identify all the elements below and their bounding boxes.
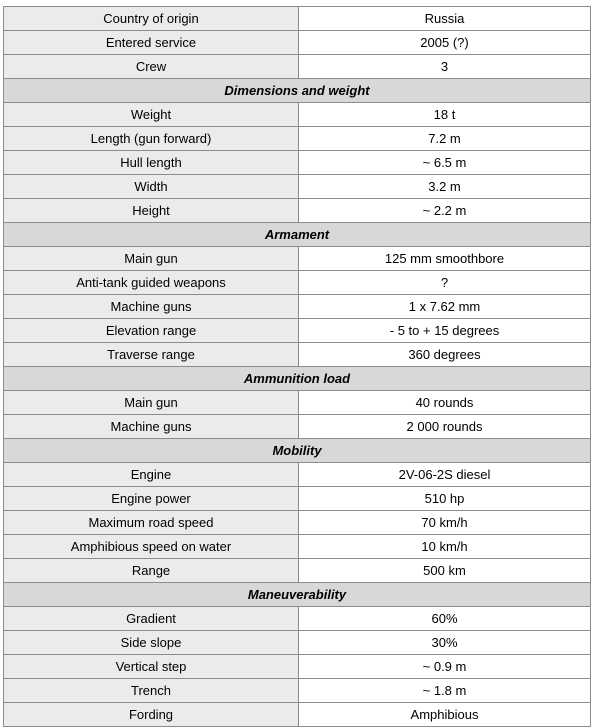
spec-label: Machine guns xyxy=(3,294,299,319)
spec-label: Country of origin xyxy=(3,6,299,31)
spec-value: ~ 0.9 m xyxy=(298,654,591,679)
spec-value: 360 degrees xyxy=(298,342,591,367)
spec-label: Vertical step xyxy=(3,654,299,679)
spec-value: 30% xyxy=(298,630,591,655)
spec-value: - 5 to + 15 degrees xyxy=(298,318,591,343)
spec-value: 2005 (?) xyxy=(298,30,591,55)
spec-label: Gradient xyxy=(3,606,299,631)
spec-row: Country of origin Russia xyxy=(3,6,591,31)
spec-label: Engine power xyxy=(3,486,299,511)
spec-value: 2 000 rounds xyxy=(298,414,591,439)
spec-row: Engine power 510 hp xyxy=(3,486,591,511)
spec-label: Amphibious speed on water xyxy=(3,534,299,559)
spec-row: Anti-tank guided weapons? xyxy=(3,270,591,295)
spec-row: Hull length ~ 6.5 m xyxy=(3,150,591,175)
spec-row: Amphibious speed on water 10 km/h xyxy=(3,534,591,559)
spec-row: Machine guns 1 x 7.62 mm xyxy=(3,294,591,319)
spec-row: Machine guns 2 000 rounds xyxy=(3,414,591,439)
section-header-row: Dimensions and weight xyxy=(3,78,591,103)
spec-row: Vertical step ~ 0.9 m xyxy=(3,654,591,679)
spec-row: Range 500 km xyxy=(3,558,591,583)
spec-value: ~ 6.5 m xyxy=(298,150,591,175)
spec-label: Weight xyxy=(3,102,299,127)
spec-value: 510 hp xyxy=(298,486,591,511)
spec-row: Trench ~ 1.8 m xyxy=(3,678,591,703)
specifications-table: Country of origin Russia Entered service 20… xyxy=(3,6,591,727)
spec-row: Length (gun forward) 7.2 m xyxy=(3,126,591,151)
spec-row: Gradient 60% xyxy=(3,606,591,631)
spec-value: 500 km xyxy=(298,558,591,583)
spec-value: 10 km/h xyxy=(298,534,591,559)
spec-label: Maximum road speed xyxy=(3,510,299,535)
spec-label: Range xyxy=(3,558,299,583)
spec-row: Side slope 30% xyxy=(3,630,591,655)
spec-value: ~ 2.2 m xyxy=(298,198,591,223)
spec-row: Height ~ 2.2 m xyxy=(3,198,591,223)
spec-row: Main gun 125 mm smoothbore xyxy=(3,246,591,271)
spec-value: 70 km/h xyxy=(298,510,591,535)
section-header-row: Maneuverability xyxy=(3,582,591,607)
spec-value: 18 t xyxy=(298,102,591,127)
spec-value: 60% xyxy=(298,606,591,631)
spec-label: Height xyxy=(3,198,299,223)
section-title: Armament xyxy=(3,222,591,247)
section-header-row: Ammunition load xyxy=(3,366,591,391)
section-title: Dimensions and weight xyxy=(3,78,591,103)
spec-value: Amphibious xyxy=(298,702,591,727)
specifications-table-body: Country of origin Russia Entered service 20… xyxy=(3,6,591,727)
spec-label: Traverse range xyxy=(3,342,299,367)
section-header-row: Mobility xyxy=(3,438,591,463)
section-title: Ammunition load xyxy=(3,366,591,391)
spec-row: Elevation range - 5 to + 15 degrees xyxy=(3,318,591,343)
spec-label: Main gun xyxy=(3,246,299,271)
spec-value: 40 rounds xyxy=(298,390,591,415)
spec-label: Hull length xyxy=(3,150,299,175)
spec-label: Entered service xyxy=(3,30,299,55)
spec-row: Width 3.2 m xyxy=(3,174,591,199)
spec-row: Maximum road speed 70 km/h xyxy=(3,510,591,535)
spec-label: Machine guns xyxy=(3,414,299,439)
spec-label: Anti-tank guided weapons xyxy=(3,270,299,295)
spec-value: 125 mm smoothbore xyxy=(298,246,591,271)
spec-label: Side slope xyxy=(3,630,299,655)
spec-value: 1 x 7.62 mm xyxy=(298,294,591,319)
spec-row: Engine 2V-06-2S diesel xyxy=(3,462,591,487)
spec-row: Weight 18 t xyxy=(3,102,591,127)
spec-value: Russia xyxy=(298,6,591,31)
section-title: Mobility xyxy=(3,438,591,463)
spec-label: Fording xyxy=(3,702,299,727)
spec-label: Width xyxy=(3,174,299,199)
spec-label: Length (gun forward) xyxy=(3,126,299,151)
spec-value: 3 xyxy=(298,54,591,79)
spec-label: Engine xyxy=(3,462,299,487)
spec-row: Fording Amphibious xyxy=(3,702,591,727)
spec-row: Crew 3 xyxy=(3,54,591,79)
section-title: Maneuverability xyxy=(3,582,591,607)
spec-label: Crew xyxy=(3,54,299,79)
spec-value: 7.2 m xyxy=(298,126,591,151)
spec-value: ~ 1.8 m xyxy=(298,678,591,703)
spec-value: 3.2 m xyxy=(298,174,591,199)
spec-value: 2V-06-2S diesel xyxy=(298,462,591,487)
spec-row: Traverse range 360 degrees xyxy=(3,342,591,367)
spec-label: Main gun xyxy=(3,390,299,415)
spec-label: Elevation range xyxy=(3,318,299,343)
section-header-row: Armament xyxy=(3,222,591,247)
spec-row: Entered service 2005 (?) xyxy=(3,30,591,55)
spec-label: Trench xyxy=(3,678,299,703)
spec-value: ? xyxy=(298,270,591,295)
spec-row: Main gun 40 rounds xyxy=(3,390,591,415)
